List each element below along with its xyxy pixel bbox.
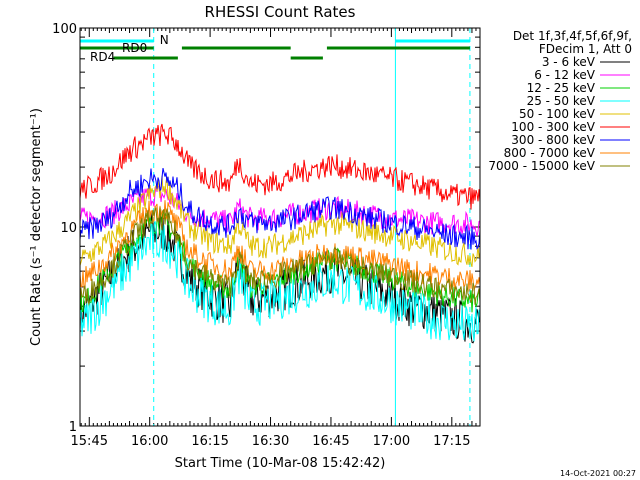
x-tick-label: 17:00 bbox=[373, 434, 410, 449]
legend-label: 7000 - 15000 keV bbox=[488, 159, 595, 173]
chart-title: RHESSI Count Rates bbox=[205, 3, 356, 21]
legend-label: 12 - 25 keV bbox=[527, 81, 596, 95]
legend-label: 100 - 300 keV bbox=[511, 120, 595, 134]
x-axis-label: Start Time (10-Mar-08 15:42:42) bbox=[175, 456, 386, 471]
legend-label: 300 - 800 keV bbox=[511, 133, 595, 147]
y-tick-label: 1 bbox=[69, 420, 77, 435]
footer-date: 14-Oct-2021 00:27 bbox=[560, 469, 636, 478]
status-label-n: N bbox=[160, 33, 169, 47]
series-line-6 bbox=[79, 123, 481, 210]
x-tick-label: 15:45 bbox=[71, 434, 108, 449]
x-tick-label: 16:30 bbox=[252, 434, 289, 449]
series-line-2 bbox=[79, 185, 481, 237]
y-tick-label: 10 bbox=[60, 221, 77, 236]
series-line-5 bbox=[79, 175, 481, 267]
legend-title-line-1: Det 1f,3f,4f,5f,6f,9f, bbox=[513, 29, 632, 43]
legend-label: 3 - 6 keV bbox=[542, 55, 596, 69]
x-tick-label: 17:15 bbox=[433, 434, 470, 449]
status-label-rd0: RD0 bbox=[122, 41, 147, 55]
legend-label: 6 - 12 keV bbox=[534, 68, 596, 82]
x-tick-label: 16:00 bbox=[131, 434, 168, 449]
series-line-9 bbox=[79, 207, 481, 306]
series-layer bbox=[79, 123, 481, 344]
status-label-rd4: RD4 bbox=[90, 50, 115, 64]
series-line-4 bbox=[79, 220, 481, 342]
legend-label: 800 - 7000 keV bbox=[504, 146, 596, 160]
y-tick-label: 100 bbox=[52, 22, 77, 37]
legend-label: 25 - 50 keV bbox=[527, 94, 596, 108]
x-tick-label: 16:15 bbox=[191, 434, 228, 449]
legend-label: 50 - 100 keV bbox=[519, 107, 596, 121]
y-axis-label: Count Rate (s⁻¹ detector segment⁻¹) bbox=[29, 108, 44, 346]
x-tick-label: 16:45 bbox=[312, 434, 349, 449]
legend-title-line-2: FDecim 1, Att 0 bbox=[539, 42, 632, 56]
plot-frame bbox=[79, 27, 481, 427]
series-line-7 bbox=[79, 167, 481, 250]
